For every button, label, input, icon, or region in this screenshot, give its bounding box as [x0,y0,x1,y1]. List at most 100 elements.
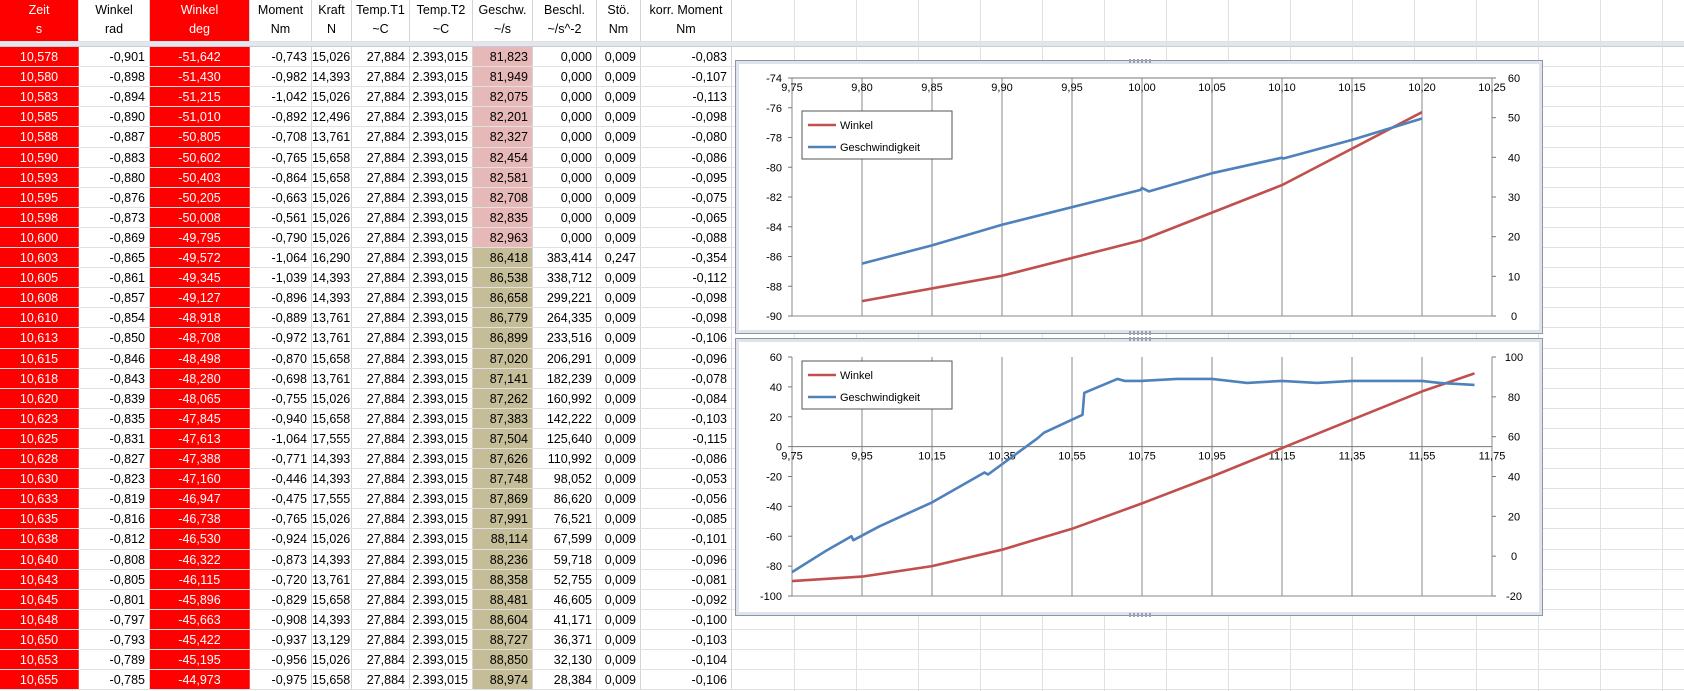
column-header-stoe[interactable]: Stö. Nm [597,0,641,42]
cell-winkel_deg[interactable]: -51,642 [150,47,250,67]
cell-korr[interactable]: -0,083 [641,47,732,67]
cell-t2[interactable]: 2.393,015 [410,47,473,67]
cell-winkel_rad[interactable]: -0,890 [79,107,150,127]
cell-beschl[interactable]: 28,384 [533,670,597,690]
cell-t1[interactable]: 27,884 [352,268,410,288]
cell-korr[interactable]: -0,103 [641,409,732,429]
cell-beschl[interactable]: 0,000 [533,168,597,188]
cell-korr[interactable]: -0,100 [641,610,732,630]
cell-kraft[interactable]: 15,026 [312,650,352,670]
cell-moment[interactable]: -0,873 [250,550,312,570]
cell-zeit[interactable]: 10,618 [0,369,79,389]
chart-winkel-geschwindigkeit-zoom[interactable]: 9,75 9,80 9,85 9,90 9,95 10,00 10,05 10,10 10,15… [735,59,1543,335]
cell-winkel_rad[interactable]: -0,812 [79,529,150,550]
cell-moment[interactable]: -0,743 [250,47,312,67]
cell-moment[interactable]: -1,042 [250,87,312,107]
cell-t1[interactable]: 27,884 [352,630,410,650]
cell-zeit[interactable]: 10,578 [0,47,79,67]
cell-geschw[interactable]: 82,708 [473,188,533,208]
cell-korr[interactable]: -0,056 [641,489,732,509]
column-header-moment[interactable]: Moment Nm [250,0,312,42]
cell-winkel_deg[interactable]: -49,795 [150,228,250,248]
cell-zeit[interactable]: 10,630 [0,469,79,489]
column-header-winkel_deg[interactable]: Winkel deg [150,0,250,42]
cell-kraft[interactable]: 15,026 [312,389,352,409]
cell-korr[interactable]: -0,053 [641,469,732,489]
cell-t2[interactable]: 2.393,015 [410,590,473,610]
cell-beschl[interactable]: 0,000 [533,148,597,168]
cell-kraft[interactable]: 14,393 [312,469,352,489]
cell-winkel_rad[interactable]: -0,793 [79,630,150,650]
cell-geschw[interactable]: 82,581 [473,168,533,188]
cell-stoe[interactable]: 0,009 [597,268,641,288]
cell-stoe[interactable]: 0,009 [597,550,641,570]
column-header-beschl[interactable]: Beschl. ~/s^-2 [533,0,597,42]
cell-zeit[interactable]: 10,628 [0,449,79,469]
cell-beschl[interactable]: 264,335 [533,308,597,328]
cell-winkel_rad[interactable]: -0,801 [79,590,150,610]
cell-kraft[interactable]: 14,393 [312,268,352,288]
cell-t2[interactable]: 2.393,015 [410,409,473,429]
cell-moment[interactable]: -0,864 [250,168,312,188]
cell-winkel_rad[interactable]: -0,887 [79,127,150,148]
cell-t2[interactable]: 2.393,015 [410,308,473,328]
cell-winkel_deg[interactable]: -46,947 [150,489,250,509]
cell-winkel_deg[interactable]: -45,896 [150,590,250,610]
cell-t2[interactable]: 2.393,015 [410,570,473,590]
cell-geschw[interactable]: 88,850 [473,650,533,670]
cell-zeit[interactable]: 10,580 [0,67,79,87]
cell-t2[interactable]: 2.393,015 [410,127,473,148]
cell-t2[interactable]: 2.393,015 [410,529,473,550]
cell-kraft[interactable]: 13,761 [312,369,352,389]
cell-moment[interactable]: -0,908 [250,610,312,630]
cell-moment[interactable]: -1,039 [250,268,312,288]
cell-moment[interactable]: -0,771 [250,449,312,469]
cell-t1[interactable]: 27,884 [352,328,410,349]
cell-zeit[interactable]: 10,608 [0,288,79,308]
cell-moment[interactable]: -0,982 [250,67,312,87]
cell-zeit[interactable]: 10,613 [0,328,79,349]
cell-t1[interactable]: 27,884 [352,449,410,469]
cell-geschw[interactable]: 82,454 [473,148,533,168]
cell-kraft[interactable]: 15,026 [312,188,352,208]
column-header-t1[interactable]: Temp.T1 ~C [352,0,410,42]
cell-zeit[interactable]: 10,623 [0,409,79,429]
cell-beschl[interactable]: 142,222 [533,409,597,429]
cell-winkel_deg[interactable]: -46,738 [150,509,250,529]
cell-moment[interactable]: -0,790 [250,228,312,248]
cell-korr[interactable]: -0,075 [641,188,732,208]
cell-winkel_rad[interactable]: -0,898 [79,67,150,87]
cell-moment[interactable]: -0,765 [250,148,312,168]
cell-stoe[interactable]: 0,009 [597,67,641,87]
cell-t1[interactable]: 27,884 [352,469,410,489]
cell-moment[interactable]: -0,896 [250,288,312,308]
cell-zeit[interactable]: 10,625 [0,429,79,449]
cell-geschw[interactable]: 88,604 [473,610,533,630]
cell-zeit[interactable]: 10,638 [0,529,79,550]
cell-t1[interactable]: 27,884 [352,429,410,449]
cell-winkel_deg[interactable]: -45,422 [150,630,250,650]
cell-kraft[interactable]: 14,393 [312,610,352,630]
cell-t2[interactable]: 2.393,015 [410,168,473,188]
cell-korr[interactable]: -0,096 [641,550,732,570]
cell-t2[interactable]: 2.393,015 [410,268,473,288]
cell-t2[interactable]: 2.393,015 [410,87,473,107]
cell-winkel_rad[interactable]: -0,850 [79,328,150,349]
cell-zeit[interactable]: 10,643 [0,570,79,590]
cell-winkel_deg[interactable]: -49,345 [150,268,250,288]
cell-beschl[interactable]: 0,000 [533,67,597,87]
cell-beschl[interactable]: 110,992 [533,449,597,469]
cell-korr[interactable]: -0,065 [641,208,732,228]
cell-kraft[interactable]: 15,658 [312,148,352,168]
cell-winkel_deg[interactable]: -51,215 [150,87,250,107]
cell-kraft[interactable]: 15,026 [312,47,352,67]
cell-zeit[interactable]: 10,583 [0,87,79,107]
cell-beschl[interactable]: 0,000 [533,87,597,107]
cell-stoe[interactable]: 0,009 [597,610,641,630]
cell-kraft[interactable]: 17,555 [312,489,352,509]
cell-t2[interactable]: 2.393,015 [410,610,473,630]
cell-moment[interactable]: -0,956 [250,650,312,670]
cell-t1[interactable]: 27,884 [352,87,410,107]
cell-geschw[interactable]: 86,538 [473,268,533,288]
cell-winkel_deg[interactable]: -45,195 [150,650,250,670]
